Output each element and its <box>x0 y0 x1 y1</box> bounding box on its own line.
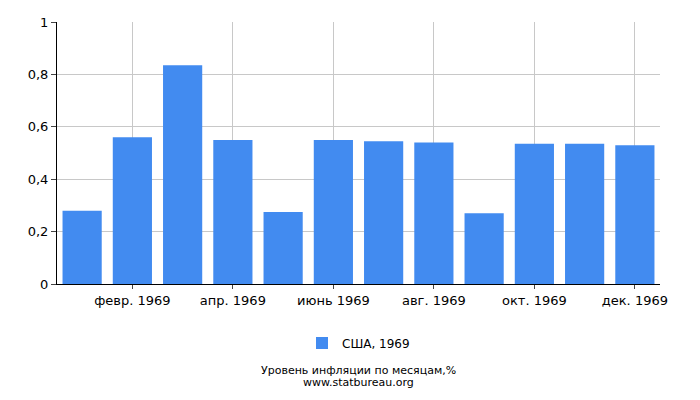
svg-text:www.statbureau.org: www.statbureau.org <box>303 376 414 389</box>
svg-text:0,8: 0,8 <box>28 67 49 82</box>
svg-text:0,6: 0,6 <box>28 119 49 134</box>
svg-text:США, 1969: США, 1969 <box>342 337 410 351</box>
svg-text:окт. 1969: окт. 1969 <box>502 293 567 308</box>
svg-text:0,4: 0,4 <box>28 172 49 187</box>
svg-text:апр. 1969: апр. 1969 <box>200 293 266 308</box>
svg-text:июнь 1969: июнь 1969 <box>297 293 370 308</box>
svg-text:Уровень инфляции по месяцам,%: Уровень инфляции по месяцам,% <box>261 364 456 377</box>
svg-text:0,2: 0,2 <box>28 224 49 239</box>
svg-text:0: 0 <box>40 277 48 292</box>
svg-text:дек. 1969: дек. 1969 <box>602 293 668 308</box>
svg-text:февр. 1969: февр. 1969 <box>94 293 170 308</box>
svg-text:авг. 1969: авг. 1969 <box>402 293 466 308</box>
svg-text:1: 1 <box>40 15 48 30</box>
